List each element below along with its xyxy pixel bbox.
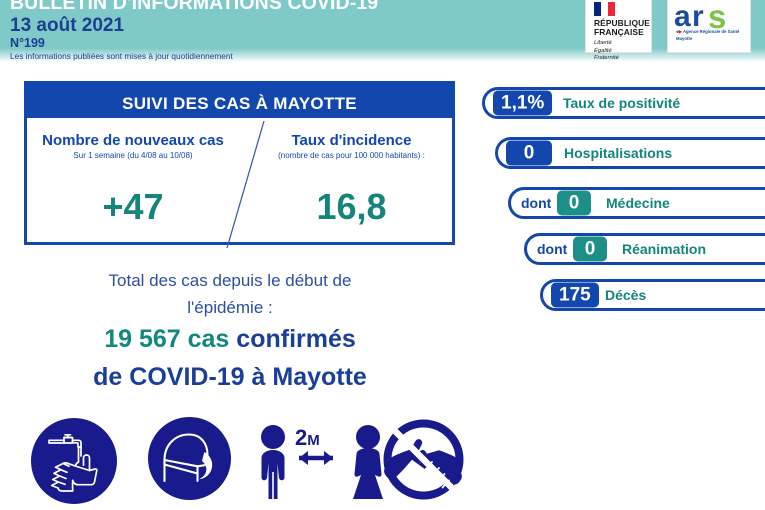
svg-text:2M: 2M <box>295 425 320 450</box>
